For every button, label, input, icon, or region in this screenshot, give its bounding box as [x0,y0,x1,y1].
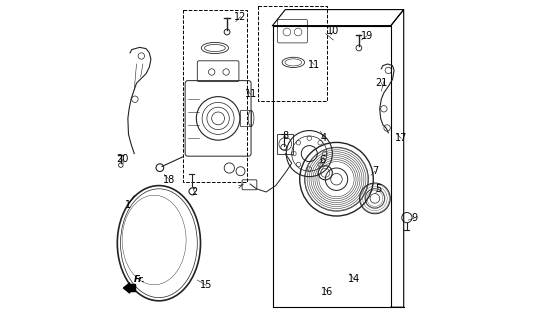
Text: 17: 17 [395,133,407,143]
Text: 20: 20 [116,154,128,164]
Text: 8: 8 [282,131,288,141]
Text: 1: 1 [125,200,131,210]
Bar [240,110,251,126]
Bar [277,134,293,154]
Text: 10: 10 [327,26,340,36]
FancyArrow shape [123,283,136,293]
Text: 2: 2 [191,187,197,197]
Text: 9: 9 [411,213,417,223]
Text: 14: 14 [348,274,360,284]
Text: 11: 11 [245,89,257,100]
Bar [258,6,327,101]
Text: 19: 19 [361,31,373,41]
Text: 6: 6 [319,155,325,165]
Text: Fr.: Fr. [134,275,146,284]
Text: 11: 11 [308,60,320,70]
Text: 12: 12 [234,12,247,22]
Text: 4: 4 [320,132,327,143]
Bar [183,10,247,182]
Text: 5: 5 [375,184,381,194]
Text: 16: 16 [322,287,334,297]
Text: 7: 7 [372,166,378,176]
Text: 15: 15 [200,280,213,291]
Text: 21: 21 [375,77,387,88]
Text: 18: 18 [164,175,175,185]
